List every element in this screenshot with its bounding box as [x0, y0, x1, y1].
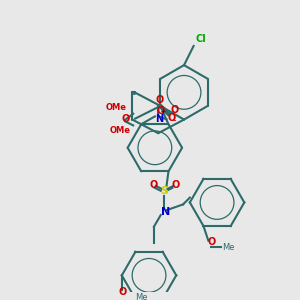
- Text: O: O: [170, 104, 179, 115]
- Text: O: O: [119, 287, 127, 297]
- Text: O: O: [157, 106, 165, 116]
- Text: Me: Me: [135, 293, 148, 300]
- Text: N: N: [155, 114, 163, 124]
- Text: O: O: [207, 238, 216, 248]
- Text: O: O: [156, 95, 164, 105]
- Text: O: O: [150, 180, 158, 190]
- Text: O: O: [171, 180, 180, 190]
- Text: +: +: [156, 110, 166, 116]
- Text: Cl: Cl: [196, 34, 206, 44]
- Text: O: O: [122, 113, 130, 124]
- Text: Me: Me: [222, 243, 234, 252]
- Text: OMe: OMe: [110, 126, 131, 135]
- Text: O: O: [167, 113, 176, 123]
- Text: S: S: [161, 186, 169, 196]
- Text: N: N: [161, 207, 170, 217]
- Text: OMe: OMe: [106, 103, 127, 112]
- Text: -: -: [172, 115, 176, 125]
